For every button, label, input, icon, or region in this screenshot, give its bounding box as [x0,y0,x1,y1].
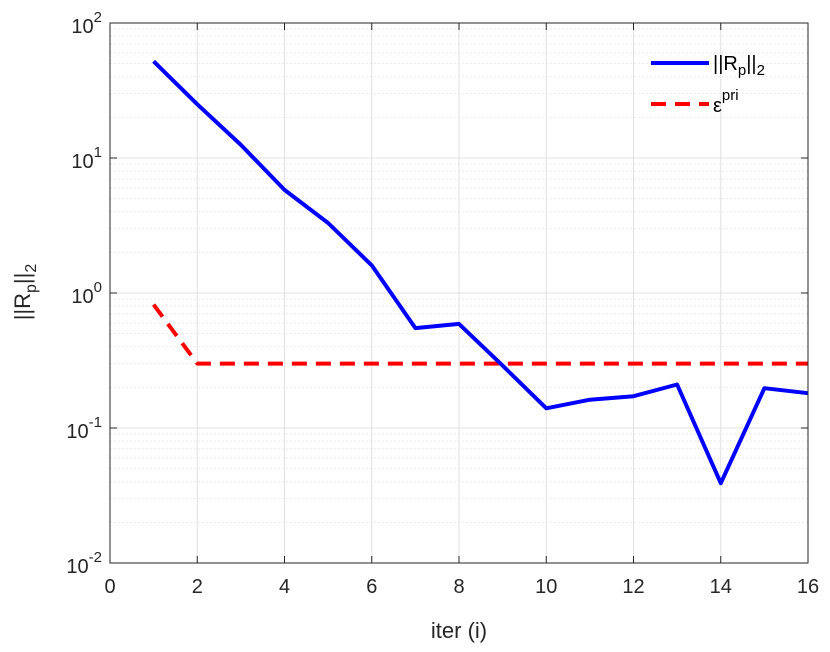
y-tick-labels: 10-2 10-1 100 101 102 [66,9,102,578]
x-tick-label: 14 [710,576,732,598]
x-tick-labels: 0 2 4 6 8 10 12 14 16 [104,576,819,598]
x-tick-label: 6 [366,576,377,598]
y-tick-label: 100 [71,279,102,308]
y-tick-label: 101 [71,144,102,173]
legend-label-eps: εpri [713,87,739,117]
y-tick-label: 102 [71,9,102,38]
y-tick-label: 10-1 [66,414,102,443]
x-tick-label: 2 [192,576,203,598]
x-tick-label: 12 [622,576,644,598]
series-layer [151,59,809,486]
y-axis-title: ||Rp||2 [10,264,40,321]
legend: ||Rp||2 εpri [651,53,765,117]
x-axis-title: iter (i) [431,618,487,643]
x-tick-label: 16 [797,576,819,598]
y-tick-label: 10-2 [66,549,102,578]
axis-ticks [109,22,809,564]
legend-label-rp: ||Rp||2 [713,53,765,79]
x-tick-label: 4 [279,576,290,598]
x-tick-label: 0 [104,576,115,598]
series-line-rp [152,59,809,486]
x-tick-label: 10 [535,576,557,598]
x-tick-label: 8 [453,576,464,598]
